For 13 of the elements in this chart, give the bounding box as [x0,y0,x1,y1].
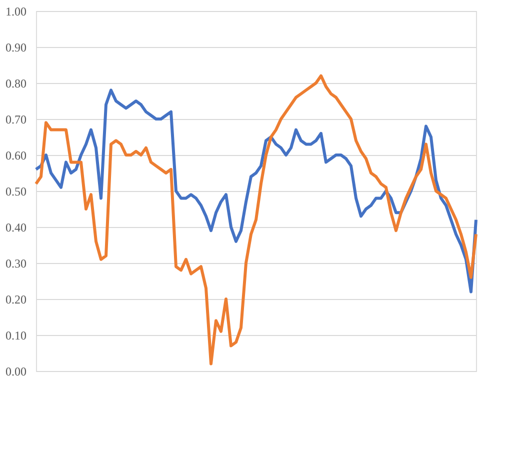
line-series [34,74,478,366]
y-tick-label: 0.80 [6,76,26,90]
y-tick-label: 0.50 [6,184,26,198]
line-series [34,88,478,294]
y-tick-label: 0.10 [6,328,26,342]
y-tick-label: 1.00 [6,4,26,18]
y-tick-label: 0.30 [6,256,26,270]
y-tick-label: 0.40 [6,220,26,234]
y-tick-label: 0.90 [6,40,26,54]
y-tick-label: 0.00 [6,364,26,378]
y-tick-label: 0.20 [6,292,26,306]
y-tick-label: 0.70 [6,112,26,126]
y-tick-label: 0.60 [6,148,26,162]
